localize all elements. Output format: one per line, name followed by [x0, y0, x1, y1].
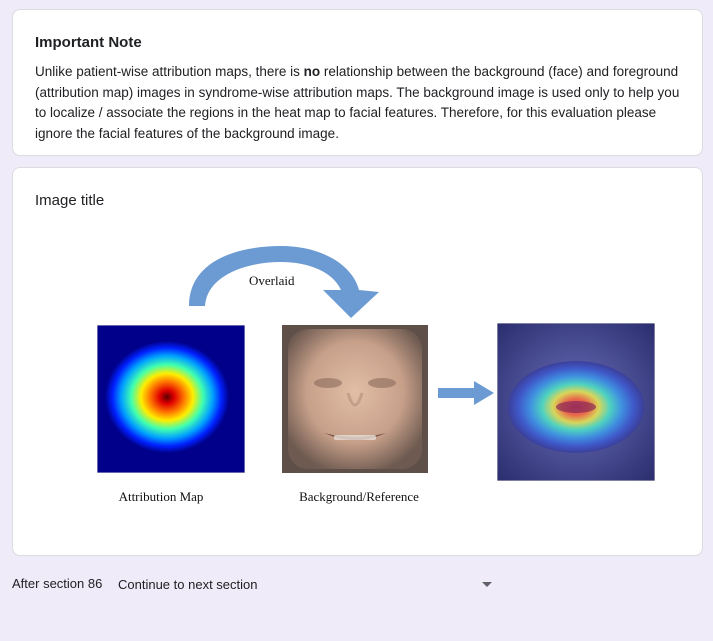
- overlaid-label: Overlaid: [249, 273, 295, 288]
- attribution-figure: Overlaid: [83, 240, 655, 510]
- important-note-card: Important Note Unlike patient-wise attri…: [12, 9, 703, 156]
- image-title: Image title: [35, 192, 105, 209]
- next-section-dropdown[interactable]: Continue to next section: [118, 574, 492, 596]
- attribution-map-caption: Attribution Map: [118, 489, 204, 504]
- image-card: Image title Overlaid: [12, 167, 703, 556]
- background-face-image: [282, 325, 428, 473]
- attribution-map-image: [97, 325, 245, 473]
- section-footer: After section 86 Continue to next sectio…: [12, 576, 492, 592]
- note-body-start: Unlike patient-wise attribution maps, th…: [35, 64, 304, 79]
- curved-arrow-icon: [189, 246, 379, 318]
- overlaid-result-image: [497, 323, 655, 481]
- note-body: Unlike patient-wise attribution maps, th…: [35, 62, 680, 144]
- background-reference-caption: Background/Reference: [299, 489, 419, 504]
- after-section-label: After section 86: [12, 576, 103, 591]
- dropdown-caret-icon: [482, 582, 492, 587]
- note-body-emphasis: no: [303, 64, 321, 79]
- note-title: Important Note: [35, 34, 142, 51]
- next-section-value: Continue to next section: [118, 577, 258, 592]
- note-body-end: relationship between the background (fac…: [35, 64, 680, 141]
- right-arrow-icon: [438, 381, 494, 405]
